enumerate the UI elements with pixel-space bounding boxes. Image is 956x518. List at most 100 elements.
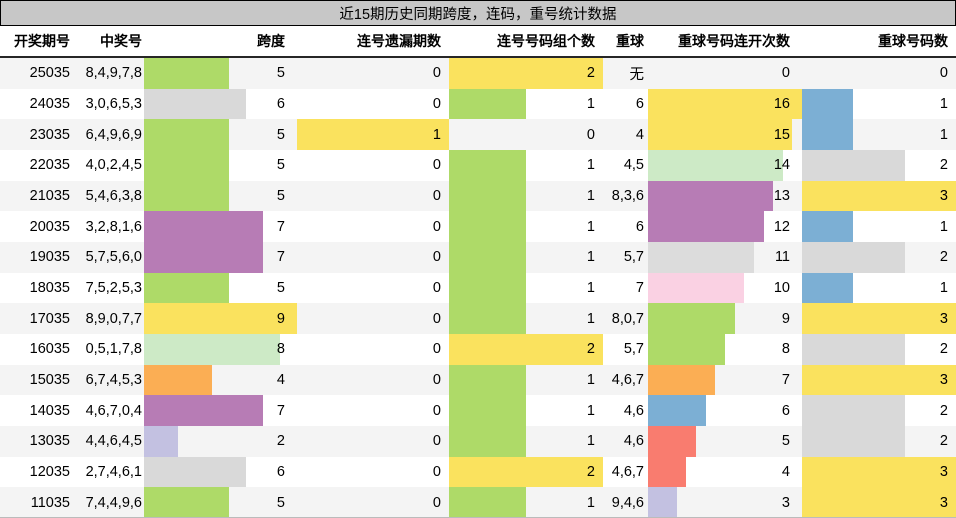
repeat-streak-cell: 13 bbox=[648, 180, 802, 212]
period-cell: 19035 bbox=[0, 242, 84, 273]
repeat-streak-cell-bar bbox=[648, 487, 677, 517]
repeat-ball-cell: 4 bbox=[603, 119, 648, 150]
span-cell-bar bbox=[144, 58, 229, 89]
consecutive-miss-cell-value: 0 bbox=[432, 341, 441, 358]
repeat-ball-cell-value: 6 bbox=[635, 218, 644, 235]
span-cell-value: 5 bbox=[276, 126, 285, 143]
consecutive-groups-cell: 1 bbox=[449, 303, 603, 334]
consecutive-groups-cell-value: 1 bbox=[586, 157, 595, 174]
span-cell-bar bbox=[144, 364, 212, 396]
repeat-count-cell-bar bbox=[802, 211, 853, 242]
period-cell: 14035 bbox=[0, 395, 84, 426]
table-row: 11035 7,4,4,9,6 5 0 1 9,4,6 3 3 bbox=[0, 487, 956, 517]
repeat-streak-cell-value: 8 bbox=[781, 341, 790, 358]
consecutive-miss-cell-value: 0 bbox=[432, 371, 441, 388]
repeat-ball-cell: 5,7 bbox=[603, 242, 648, 273]
span-cell-value: 6 bbox=[276, 463, 285, 480]
repeat-streak-cell-value: 5 bbox=[781, 433, 790, 450]
consecutive-groups-cell: 1 bbox=[449, 364, 603, 396]
repeat-ball-cell-value: 无 bbox=[629, 66, 645, 83]
repeat-streak-cell: 10 bbox=[648, 272, 802, 304]
repeat-streak-cell: 14 bbox=[648, 149, 802, 181]
repeat-streak-cell-bar bbox=[648, 88, 802, 120]
repeat-streak-cell-value: 7 bbox=[781, 371, 790, 388]
repeat-count-cell: 2 bbox=[802, 395, 956, 426]
table-row: 16035 0,5,1,7,8 8 0 2 5,7 8 2 bbox=[0, 333, 956, 365]
repeat-streak-cell: 8 bbox=[648, 333, 802, 365]
repeat-streak-cell: 7 bbox=[648, 364, 802, 396]
table-row: 17035 8,9,0,7,7 9 0 1 8,0,7 9 3 bbox=[0, 303, 956, 334]
consecutive-groups-cell: 2 bbox=[449, 58, 603, 89]
period-cell: 22035 bbox=[0, 150, 84, 181]
repeat-streak-cell-bar bbox=[648, 364, 715, 396]
repeat-count-cell-value: 2 bbox=[939, 341, 948, 358]
winning-numbers-cell-value: 6,7,4,5,3 bbox=[85, 371, 142, 388]
header-repeat-streak: 重球号码连开次数 bbox=[678, 33, 790, 49]
consecutive-groups-cell-bar bbox=[449, 456, 603, 488]
table-row: 24035 3,0,6,5,3 6 0 1 6 16 1 bbox=[0, 88, 956, 120]
repeat-count-cell-value: 3 bbox=[939, 310, 948, 327]
repeat-streak-cell-value: 12 bbox=[773, 218, 790, 235]
period-cell-value: 25035 bbox=[29, 65, 70, 82]
span-cell-bar bbox=[144, 211, 263, 242]
repeat-count-cell-value: 2 bbox=[939, 402, 948, 419]
span-cell-bar bbox=[144, 395, 263, 426]
consecutive-groups-cell: 2 bbox=[449, 456, 603, 488]
consecutive-groups-cell-bar bbox=[449, 364, 526, 396]
repeat-streak-cell-bar bbox=[648, 333, 725, 365]
consecutive-groups-cell: 1 bbox=[449, 88, 603, 120]
span-cell: 4 bbox=[144, 364, 297, 396]
winning-numbers-cell: 0,5,1,7,8 bbox=[84, 334, 144, 365]
span-cell: 5 bbox=[144, 487, 297, 517]
repeat-streak-cell: 12 bbox=[648, 211, 802, 242]
repeat-count-cell-bar bbox=[802, 88, 853, 120]
repeat-count-cell-bar bbox=[802, 333, 905, 365]
repeat-streak-cell-bar bbox=[648, 241, 754, 273]
period-cell-value: 16035 bbox=[29, 341, 70, 358]
consecutive-miss-cell-value: 0 bbox=[432, 463, 441, 480]
consecutive-groups-cell-bar bbox=[449, 272, 526, 304]
span-cell-value: 4 bbox=[276, 371, 285, 388]
period-cell-value: 13035 bbox=[29, 433, 70, 450]
consecutive-groups-cell-bar bbox=[449, 333, 603, 365]
consecutive-groups-cell: 1 bbox=[449, 241, 603, 273]
repeat-streak-cell-bar bbox=[648, 180, 773, 212]
table-body: 25035 8,4,9,7,8 5 0 2 无 0 0 24035 3,0,6,5,3 6 0 1 6 16… bbox=[0, 58, 956, 517]
consecutive-miss-cell-value: 0 bbox=[432, 157, 441, 174]
consecutive-miss-cell: 0 bbox=[297, 150, 449, 181]
repeat-ball-cell-value: 4 bbox=[635, 126, 644, 143]
consecutive-groups-cell-bar bbox=[449, 58, 603, 89]
consecutive-groups-cell: 1 bbox=[449, 487, 603, 517]
period-cell: 24035 bbox=[0, 89, 84, 120]
span-cell: 6 bbox=[144, 88, 297, 120]
repeat-count-cell: 3 bbox=[802, 180, 956, 212]
repeat-count-cell-value: 3 bbox=[939, 371, 948, 388]
span-cell-value: 9 bbox=[276, 310, 285, 327]
consecutive-groups-cell-value: 1 bbox=[586, 95, 595, 112]
winning-numbers-cell: 7,5,2,5,3 bbox=[84, 273, 144, 304]
table-title: 近15期历史同期跨度，连码，重号统计数据 bbox=[0, 0, 956, 26]
winning-numbers-cell-value: 3,0,6,5,3 bbox=[85, 95, 142, 112]
repeat-count-cell-bar bbox=[802, 241, 905, 273]
repeat-count-cell: 1 bbox=[802, 88, 956, 120]
repeat-count-cell-value: 2 bbox=[939, 433, 948, 450]
repeat-streak-cell-value: 0 bbox=[781, 65, 790, 82]
period-cell-value: 18035 bbox=[29, 279, 70, 296]
table-row: 19035 5,7,5,6,0 7 0 1 5,7 11 2 bbox=[0, 241, 956, 273]
span-cell-value: 5 bbox=[276, 279, 285, 296]
span-cell-value: 5 bbox=[276, 65, 285, 82]
table-row: 21035 5,4,6,3,8 5 0 1 8,3,6 13 3 bbox=[0, 180, 956, 212]
period-cell: 20035 bbox=[0, 211, 84, 242]
span-cell: 7 bbox=[144, 211, 297, 242]
period-cell-value: 23035 bbox=[29, 126, 70, 143]
span-cell-bar bbox=[144, 303, 297, 334]
consecutive-groups-cell: 0 bbox=[449, 119, 603, 150]
repeat-streak-cell: 9 bbox=[648, 303, 802, 334]
repeat-ball-cell: 4,6,7 bbox=[603, 365, 648, 396]
consecutive-groups-cell: 1 bbox=[449, 425, 603, 457]
consecutive-groups-cell-bar bbox=[449, 211, 526, 242]
consecutive-miss-cell: 0 bbox=[297, 395, 449, 426]
consecutive-miss-cell-value: 0 bbox=[432, 187, 441, 204]
winning-numbers-cell-value: 0,5,1,7,8 bbox=[85, 341, 142, 358]
span-cell-bar bbox=[144, 241, 263, 273]
